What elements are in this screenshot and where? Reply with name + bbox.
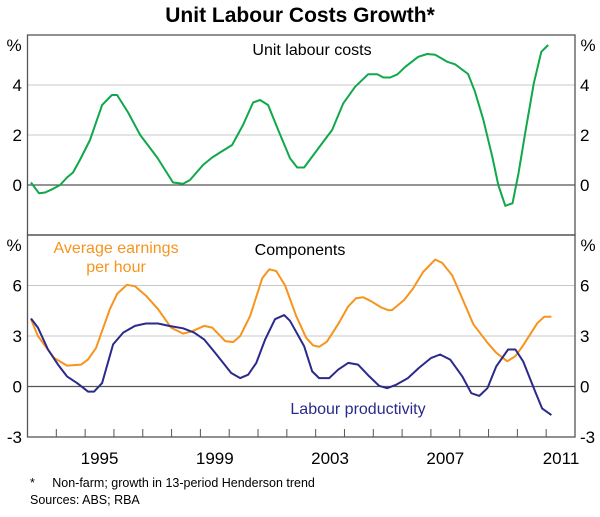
panel-frame [26,234,576,438]
series-line-average-earnings-per-hour [30,258,552,367]
y-tick-label-right: 4 [580,76,589,95]
series-label-earnings: Average earnings [53,240,178,257]
x-tick-label: 1995 [81,449,119,468]
y-tick-label-right: 0 [580,378,589,397]
series-label-earnings: per hour [86,259,146,276]
x-tick-label: 2011 [543,449,580,468]
y-unit-left: % [6,236,21,255]
y-tick-label-left: 3 [13,327,22,346]
y-tick-label-right: -3 [580,428,595,447]
footnote: * Non-farm; growth in 13-period Henderso… [30,476,315,490]
x-tick-label: 2003 [311,449,349,468]
series-line-labour-productivity [30,314,552,416]
x-tick-label: 2007 [426,449,464,468]
y-unit-right: % [580,236,595,255]
y-tick-label-left: 0 [13,378,22,397]
series-line-unit-labour-costs [30,44,549,207]
series-label-productivity: Labour productivity [290,401,425,418]
y-unit-left: % [6,36,21,55]
y-tick-label-left: 2 [13,126,22,145]
y-tick-label-right: 6 [580,277,589,296]
y-tick-label-right: 3 [580,327,589,346]
y-tick-label-right: 2 [580,126,589,145]
sources: Sources: ABS; RBA [30,493,140,507]
y-tick-label-left: -3 [7,428,22,447]
y-tick-label-right: 0 [580,176,589,195]
y-unit-right: % [580,36,595,55]
chart-title: Unit Labour Costs Growth* [165,4,435,27]
y-tick-label-left: 0 [13,176,22,195]
panel-title: Components [255,242,346,259]
panel-title: Unit labour costs [252,42,371,59]
x-tick-label: 1999 [196,449,234,468]
y-tick-label-left: 6 [13,277,22,296]
plot-layer: 0 0 2 2 4 4% % Unit labour costs -3 -3 0 0 3 3 6 6% % Com… [6,34,596,468]
y-tick-label-left: 4 [13,76,22,95]
